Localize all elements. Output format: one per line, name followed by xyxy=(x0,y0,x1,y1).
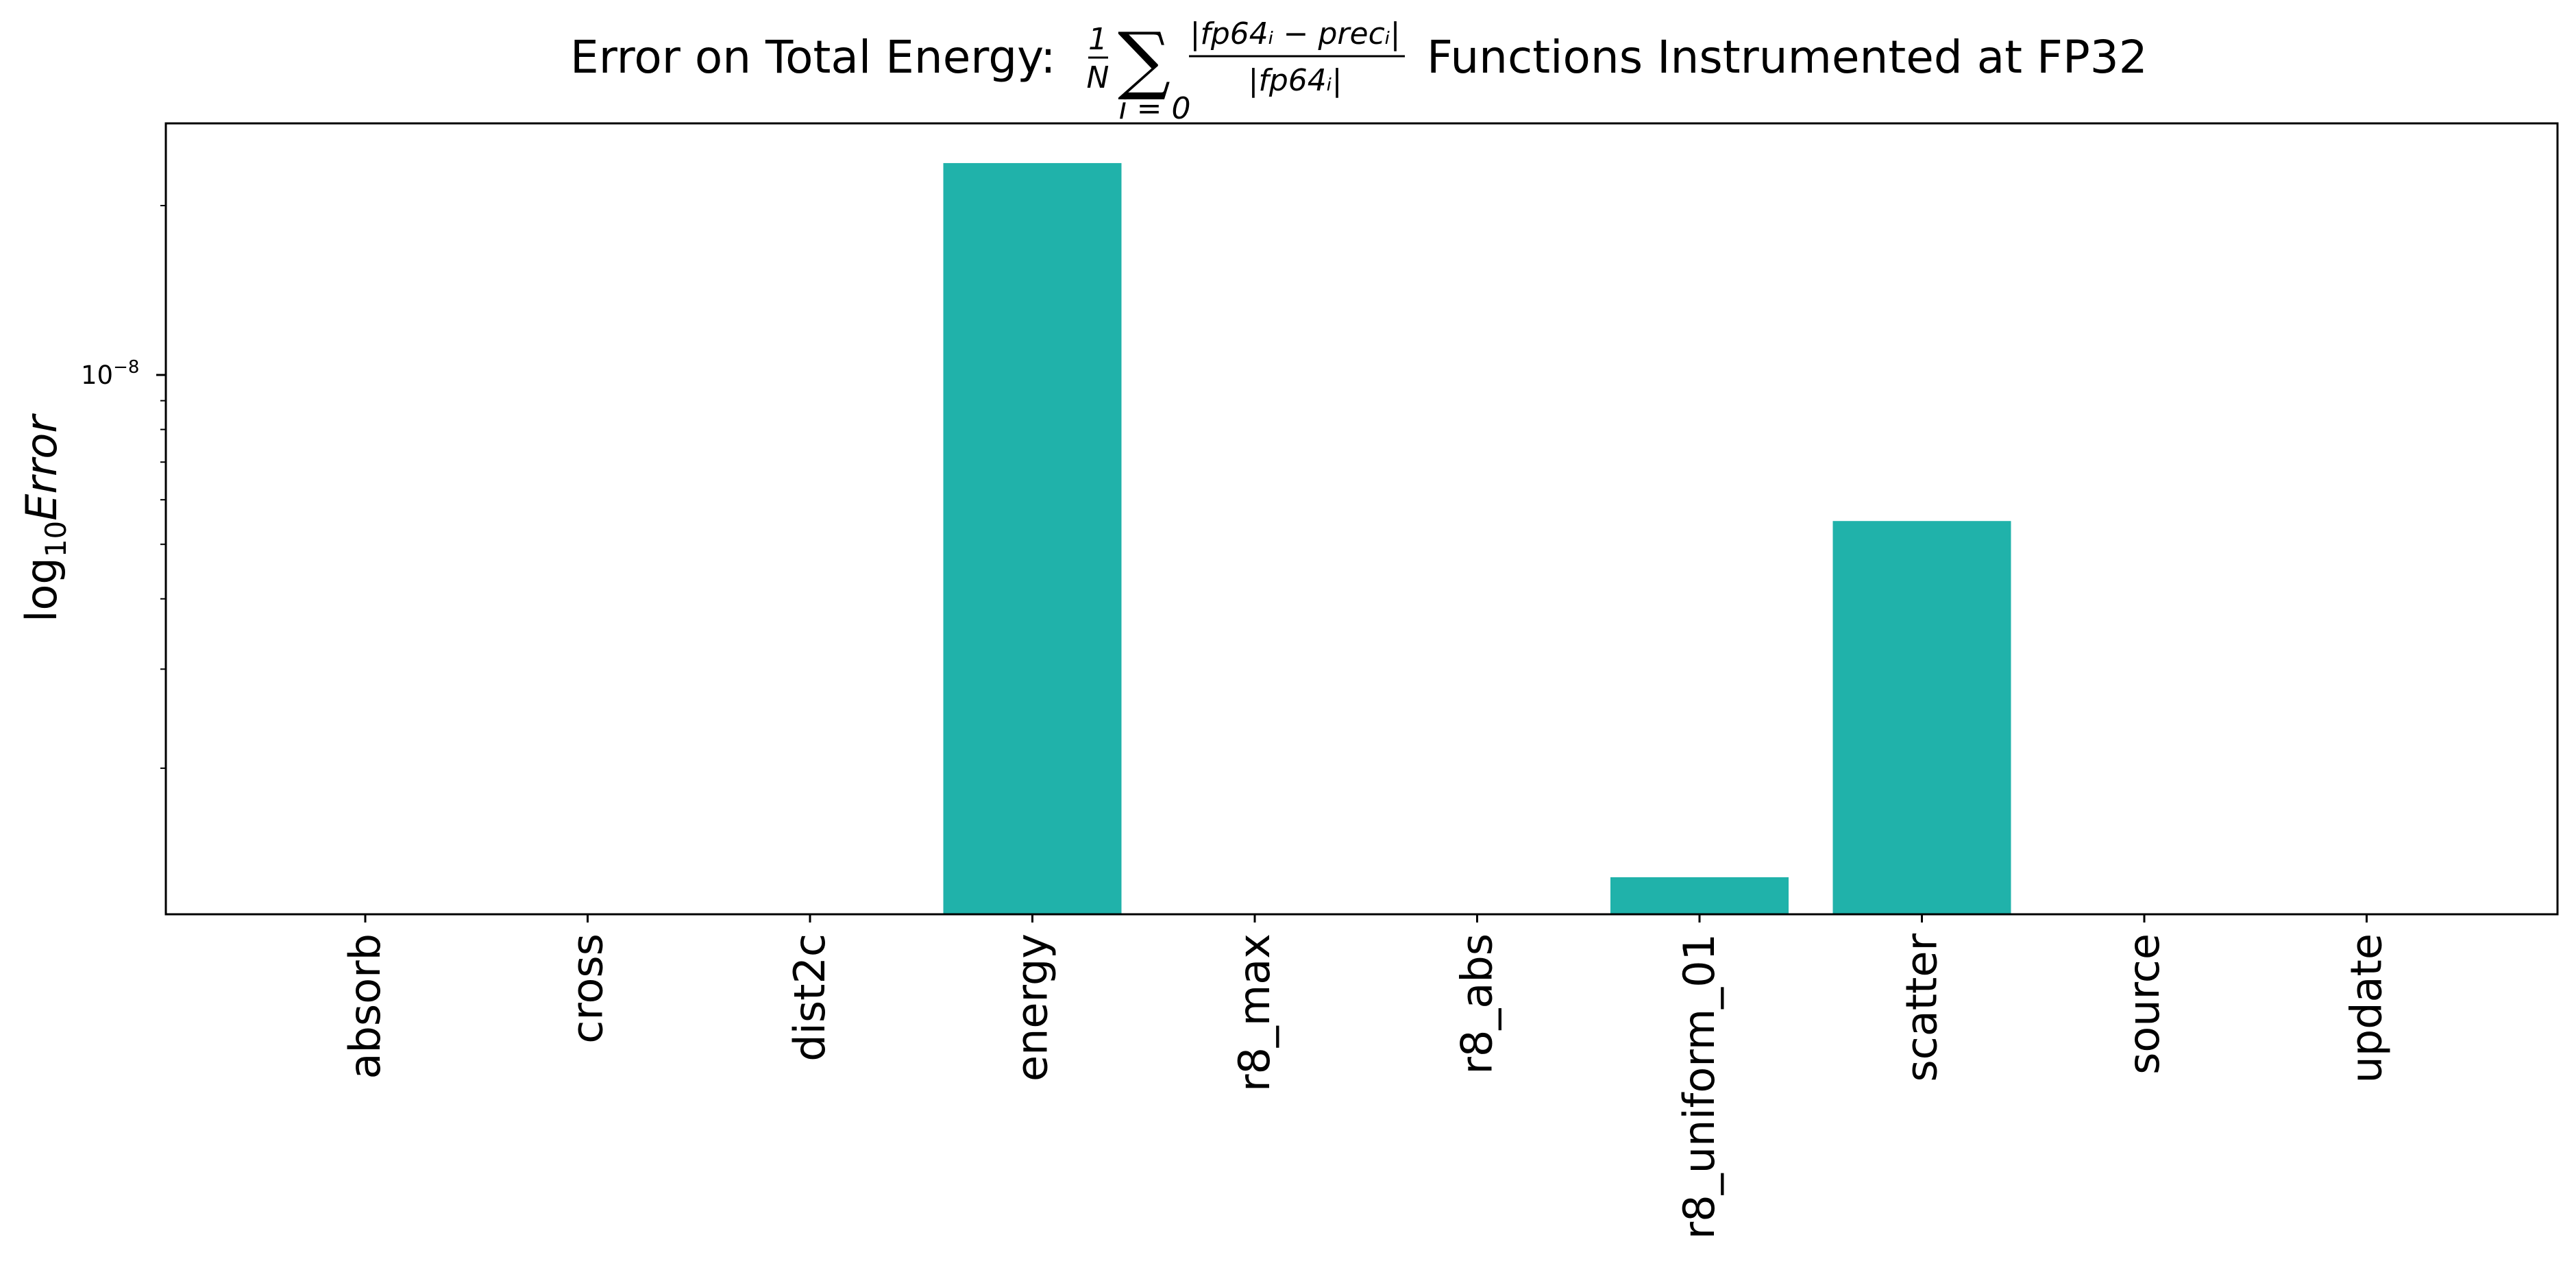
x-tick-label: update xyxy=(2342,933,2392,1083)
title-prefix: Error on Total Energy: xyxy=(570,31,1056,84)
x-axis: absorb cross dist2c energy r8_max r8_abs r8_un… xyxy=(340,914,2392,1239)
title-sum-symbol: ∑ xyxy=(1118,17,1170,103)
plot-frame xyxy=(164,122,2559,916)
bar-r8_uniform_01 xyxy=(1610,877,1789,914)
x-tick-label: cross xyxy=(563,933,613,1044)
x-tick-label: energy xyxy=(1007,933,1057,1082)
bar-scatter xyxy=(1832,521,2011,914)
y-axis-label-log: log xyxy=(16,557,66,622)
y-axis-label-var: Error xyxy=(16,413,66,521)
bars-group xyxy=(943,162,2011,914)
x-tick-label: dist2c xyxy=(785,933,835,1062)
bar-energy xyxy=(943,162,1122,914)
title-suffix: Functions Instrumented at FP32 xyxy=(1427,31,2148,84)
y-axis-label: log10Error xyxy=(16,413,73,622)
x-tick-label: r8_uniform_01 xyxy=(1674,933,1724,1239)
title-frac-denominator: N xyxy=(1087,60,1109,95)
title-inner-numerator: |fp64ᵢ − precᵢ| xyxy=(1190,16,1401,51)
x-tick-label: scatter xyxy=(1897,933,1947,1082)
x-tick-label: r8_abs xyxy=(1452,933,1502,1075)
x-tick-label: source xyxy=(2119,933,2169,1075)
title-frac-numerator: 1 xyxy=(1088,22,1107,57)
y-axis: 10−8 xyxy=(81,204,166,769)
chart-title: Error on Total Energy: 1 N ∑ i = 0 |fp64… xyxy=(570,16,2148,126)
title-sum-subscript: i = 0 xyxy=(1118,91,1190,126)
y-tick-label: 10−8 xyxy=(81,357,139,390)
x-tick-label: r8_max xyxy=(1229,933,1279,1092)
y-axis-label-sub: 10 xyxy=(39,521,73,557)
title-inner-denominator: |fp64ᵢ| xyxy=(1249,63,1342,98)
x-tick-label: absorb xyxy=(340,933,390,1079)
